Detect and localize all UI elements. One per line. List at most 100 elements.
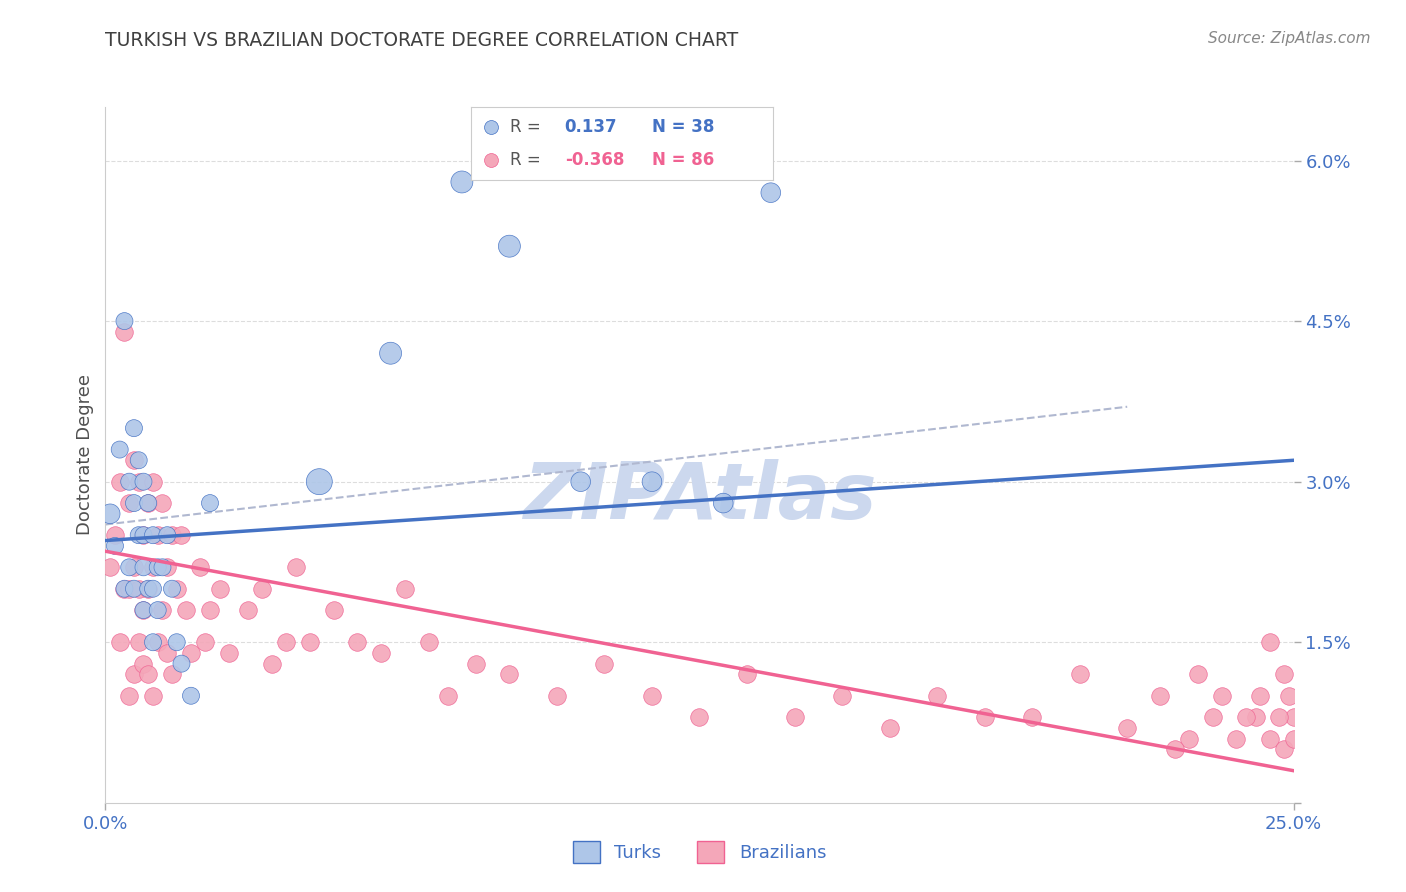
Point xyxy=(118,689,141,703)
Point xyxy=(114,314,136,328)
Point xyxy=(274,635,297,649)
Point xyxy=(160,582,183,596)
Point xyxy=(1258,731,1281,746)
Point xyxy=(118,560,141,574)
Point xyxy=(498,667,520,681)
Point xyxy=(142,635,165,649)
Point xyxy=(166,582,188,596)
Point xyxy=(118,582,141,596)
Point xyxy=(108,635,131,649)
Point xyxy=(498,239,520,253)
Point xyxy=(114,582,136,596)
Point xyxy=(1116,721,1139,735)
Point xyxy=(641,689,664,703)
Point xyxy=(128,635,150,649)
Point xyxy=(1069,667,1091,681)
Text: ZIPAtlas: ZIPAtlas xyxy=(523,458,876,534)
Point xyxy=(156,560,179,574)
Point xyxy=(641,475,664,489)
Point xyxy=(418,635,440,649)
Point xyxy=(1225,731,1247,746)
Point xyxy=(236,603,259,617)
Point xyxy=(136,496,159,510)
Point xyxy=(108,442,131,457)
Point xyxy=(569,475,592,489)
Point xyxy=(1282,710,1305,724)
Point xyxy=(322,603,344,617)
Point xyxy=(436,689,458,703)
Point xyxy=(118,496,141,510)
Text: Source: ZipAtlas.com: Source: ZipAtlas.com xyxy=(1208,31,1371,46)
Point xyxy=(128,453,150,467)
Point xyxy=(160,528,183,542)
Point xyxy=(198,603,221,617)
Point xyxy=(1202,710,1225,724)
Point xyxy=(298,635,321,649)
Point xyxy=(190,560,212,574)
Point xyxy=(180,689,202,703)
Point xyxy=(146,528,169,542)
Point xyxy=(1211,689,1233,703)
Point xyxy=(122,560,145,574)
Point xyxy=(208,582,231,596)
Point xyxy=(98,507,121,521)
Point xyxy=(136,582,159,596)
Point xyxy=(380,346,402,360)
Point xyxy=(132,475,155,489)
Point xyxy=(114,325,136,339)
Point xyxy=(122,667,145,681)
Point xyxy=(122,421,145,435)
Point xyxy=(128,528,150,542)
Point xyxy=(218,646,240,660)
Text: N = 38: N = 38 xyxy=(652,118,714,136)
Point xyxy=(1178,731,1201,746)
Legend: Turks, Brazilians: Turks, Brazilians xyxy=(565,834,834,871)
Point xyxy=(166,635,188,649)
Point xyxy=(1234,710,1257,724)
Point xyxy=(260,657,283,671)
Point xyxy=(546,689,568,703)
Point xyxy=(925,689,948,703)
Point xyxy=(1272,742,1295,756)
Point xyxy=(146,560,169,574)
Point xyxy=(711,496,734,510)
Point xyxy=(479,120,502,134)
Point xyxy=(146,603,169,617)
Point xyxy=(156,646,179,660)
Point xyxy=(1244,710,1267,724)
Text: N = 86: N = 86 xyxy=(652,152,714,169)
Point xyxy=(122,496,145,510)
Point xyxy=(128,582,150,596)
Text: -0.368: -0.368 xyxy=(565,152,624,169)
Point xyxy=(108,475,131,489)
Point xyxy=(114,582,136,596)
Point xyxy=(973,710,995,724)
Point xyxy=(132,603,155,617)
Point xyxy=(593,657,616,671)
Point xyxy=(1282,731,1305,746)
Point xyxy=(735,667,758,681)
Point xyxy=(1268,710,1291,724)
Point xyxy=(136,667,159,681)
Point xyxy=(759,186,782,200)
Point xyxy=(1164,742,1187,756)
Point xyxy=(160,667,183,681)
Point xyxy=(152,560,174,574)
Point xyxy=(1249,689,1271,703)
Text: R =: R = xyxy=(510,118,541,136)
Point xyxy=(132,603,155,617)
Point xyxy=(394,582,416,596)
Point xyxy=(252,582,274,596)
Point xyxy=(284,560,307,574)
Text: R =: R = xyxy=(510,152,541,169)
Point xyxy=(146,635,169,649)
Point xyxy=(198,496,221,510)
Point xyxy=(1149,689,1171,703)
Point xyxy=(152,603,174,617)
Point xyxy=(465,657,488,671)
Point xyxy=(450,175,472,189)
Point xyxy=(370,646,392,660)
Point xyxy=(170,528,193,542)
Point xyxy=(1258,635,1281,649)
Point xyxy=(122,453,145,467)
